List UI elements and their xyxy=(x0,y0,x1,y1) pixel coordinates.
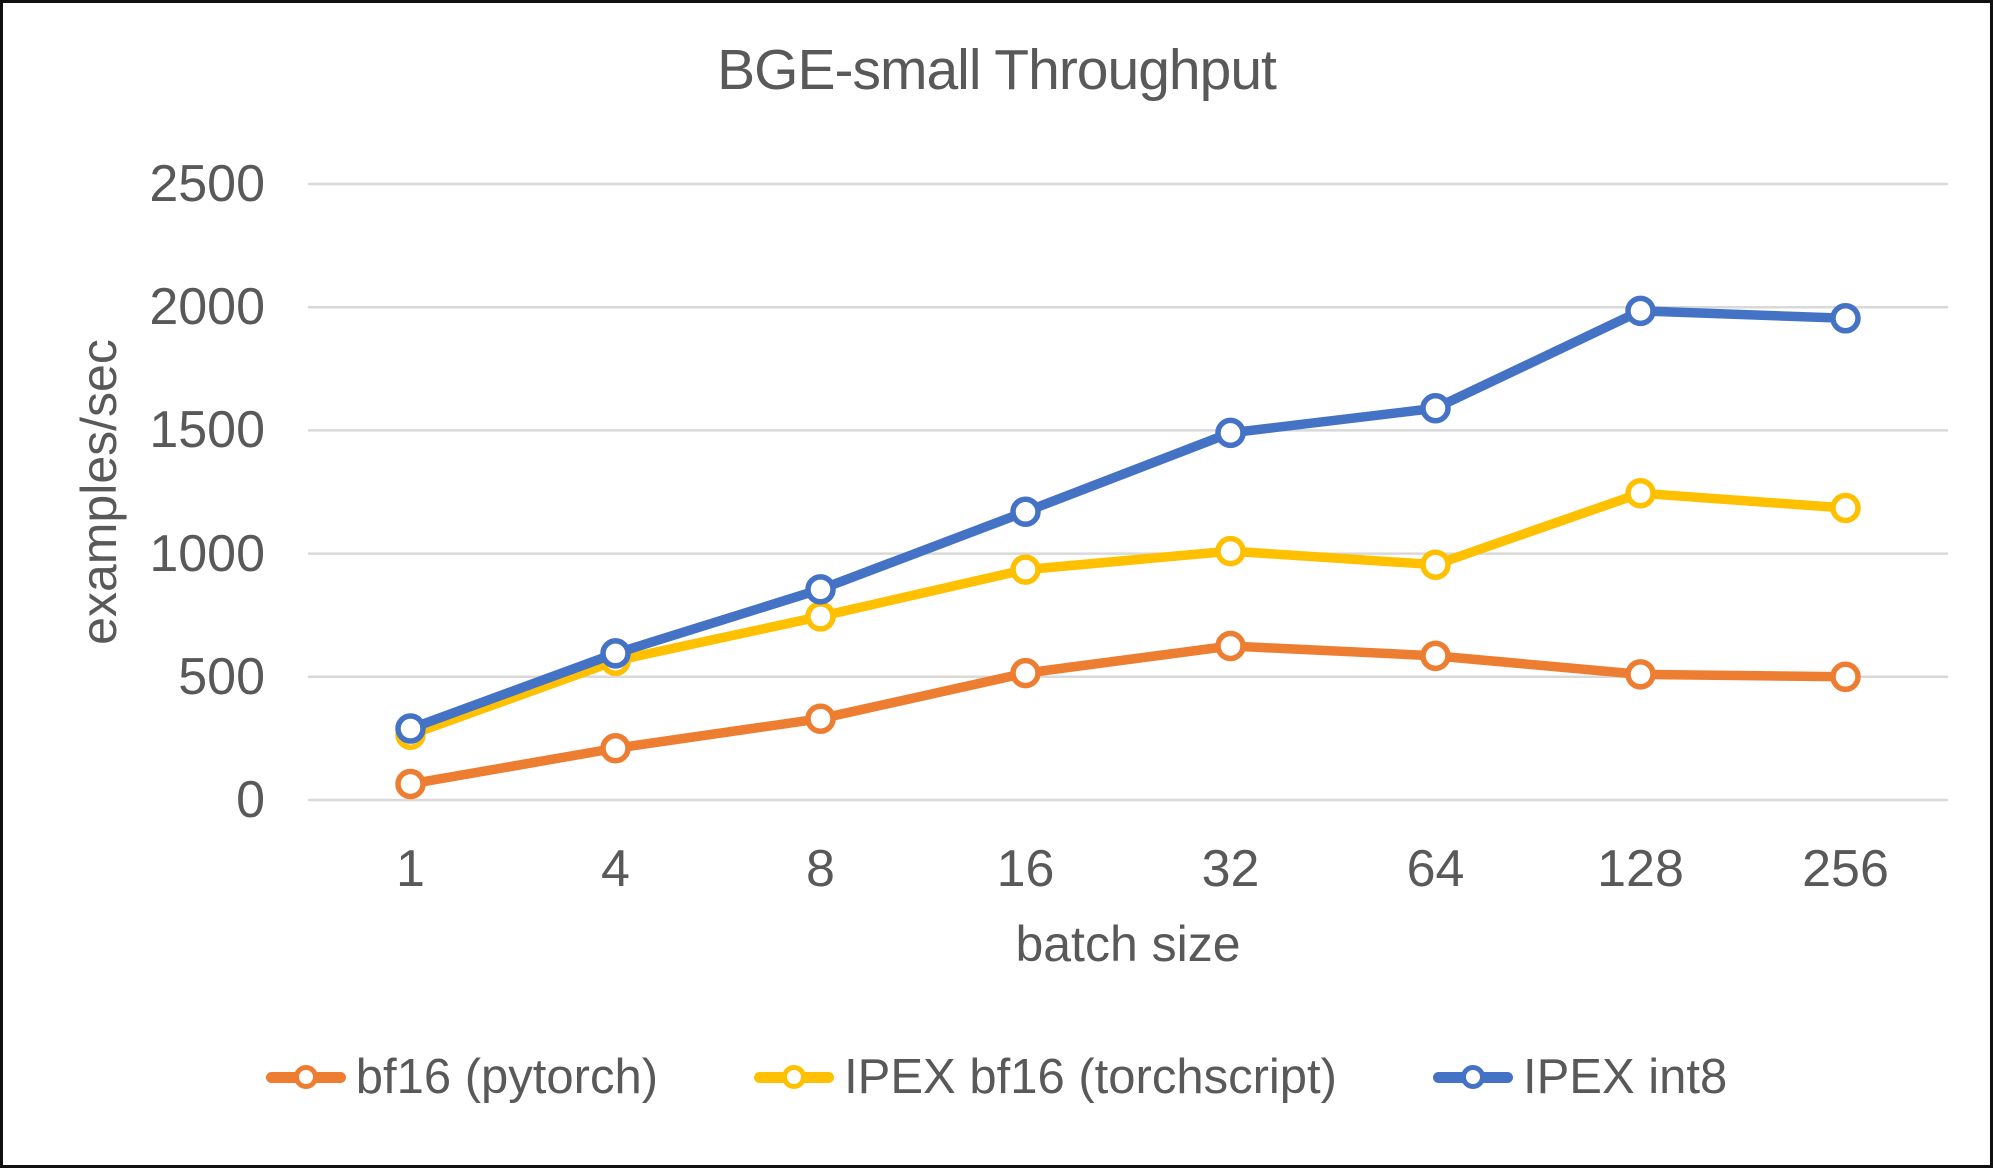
x-tick-label: 1 xyxy=(396,840,425,898)
data-point xyxy=(1215,535,1246,567)
legend-item-bf16-pytorch: bf16 (pytorch) xyxy=(265,1049,659,1105)
gridlines xyxy=(308,182,1948,802)
series-line xyxy=(405,641,1851,789)
data-point xyxy=(1010,496,1041,527)
legend-marker-orange xyxy=(265,1065,346,1089)
x-tick-label: 4 xyxy=(601,840,630,898)
data-point xyxy=(1830,303,1861,334)
x-tick-label: 128 xyxy=(1597,840,1684,898)
data-point xyxy=(1420,640,1451,672)
data-point xyxy=(1625,659,1656,690)
y-tick-label: 500 xyxy=(178,647,265,706)
legend: bf16 (pytorch) IPEX bf16 (torchscript) I… xyxy=(3,1049,1990,1105)
x-tick-label: 32 xyxy=(1201,840,1260,898)
data-point xyxy=(805,601,836,632)
legend-item-ipex-int8: IPEX int8 xyxy=(1432,1049,1728,1105)
data-point xyxy=(1010,657,1041,689)
legend-marker-dot xyxy=(782,1065,807,1089)
data-point xyxy=(805,574,836,605)
data-point xyxy=(1010,554,1041,585)
data-point xyxy=(395,713,426,744)
legend-label: IPEX int8 xyxy=(1522,1050,1728,1104)
data-point xyxy=(1215,630,1246,662)
x-tick-label: 16 xyxy=(996,840,1055,898)
legend-label: bf16 (pytorch) xyxy=(355,1050,659,1104)
legend-marker-blue xyxy=(1432,1065,1513,1089)
x-tick-label: 64 xyxy=(1406,840,1465,898)
data-point xyxy=(600,638,631,669)
data-point xyxy=(1420,549,1451,580)
x-tick-label: 256 xyxy=(1802,840,1889,898)
data-point xyxy=(1625,477,1656,509)
legend-marker-dot xyxy=(1460,1065,1485,1089)
chart-title: BGE-small Throughput xyxy=(717,38,1277,102)
data-point xyxy=(1830,661,1861,693)
data-point xyxy=(1625,295,1656,327)
legend-marker-dot xyxy=(293,1065,318,1089)
x-tick-label: 8 xyxy=(806,840,835,898)
data-point xyxy=(1420,392,1451,424)
y-tick-label: 2000 xyxy=(149,278,265,337)
y-tick-label: 1000 xyxy=(149,524,265,583)
legend-marker-yellow xyxy=(754,1065,835,1089)
y-tick-label: 0 xyxy=(236,771,265,829)
series-lines xyxy=(395,295,1861,800)
data-point xyxy=(1215,417,1246,449)
legend-item-ipex-bf16-torchscript: IPEX bf16 (torchscript) xyxy=(754,1049,1337,1105)
series-line xyxy=(405,488,1851,740)
legend-label: IPEX bf16 (torchscript) xyxy=(844,1050,1337,1104)
plot-area xyxy=(308,182,1948,802)
y-axis-title: examples/sec xyxy=(71,339,127,645)
y-tick-label: 2500 xyxy=(149,155,265,213)
data-point xyxy=(600,733,631,764)
data-point xyxy=(1830,492,1861,524)
x-axis-title: batch size xyxy=(1015,916,1241,972)
series-line xyxy=(405,306,1851,734)
data-point xyxy=(805,703,836,734)
data-point xyxy=(395,768,426,800)
y-tick-label: 1500 xyxy=(149,401,265,460)
